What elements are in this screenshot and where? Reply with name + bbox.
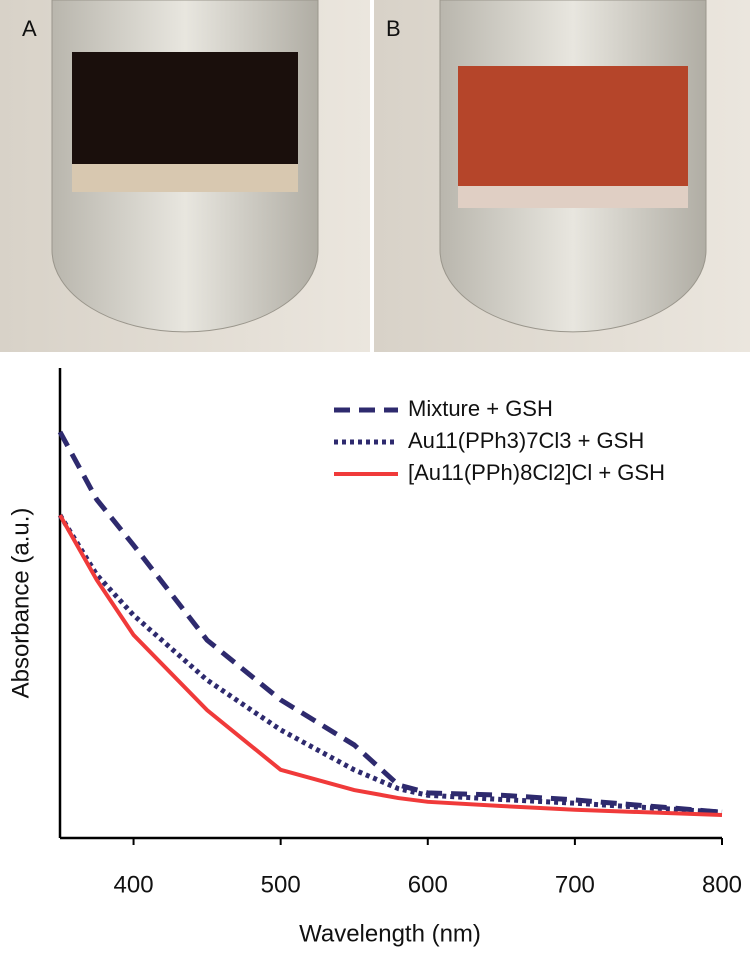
series-line [57,513,723,815]
photo-a [0,0,370,352]
legend-label: Mixture + GSH [408,396,553,421]
panel-label: A [22,16,37,41]
series-line [58,514,723,817]
x-axis-label: Wavelength (nm) [299,920,481,947]
x-tick-label: 400 [114,871,154,898]
x-tick-label: 700 [555,871,595,898]
x-tick-label: 800 [702,871,742,898]
panel-label: B [386,16,401,41]
series-line [57,430,723,815]
y-axis-label: Absorbance (a.u.) [7,508,34,699]
photo-b [374,0,750,352]
legend-label: Au11(PPh3)7Cl3 + GSH [408,428,644,453]
x-tick-label: 500 [261,871,301,898]
x-tick-label: 600 [408,871,448,898]
legend-label: [Au11(PPh)8Cl2]Cl + GSH [408,460,665,485]
